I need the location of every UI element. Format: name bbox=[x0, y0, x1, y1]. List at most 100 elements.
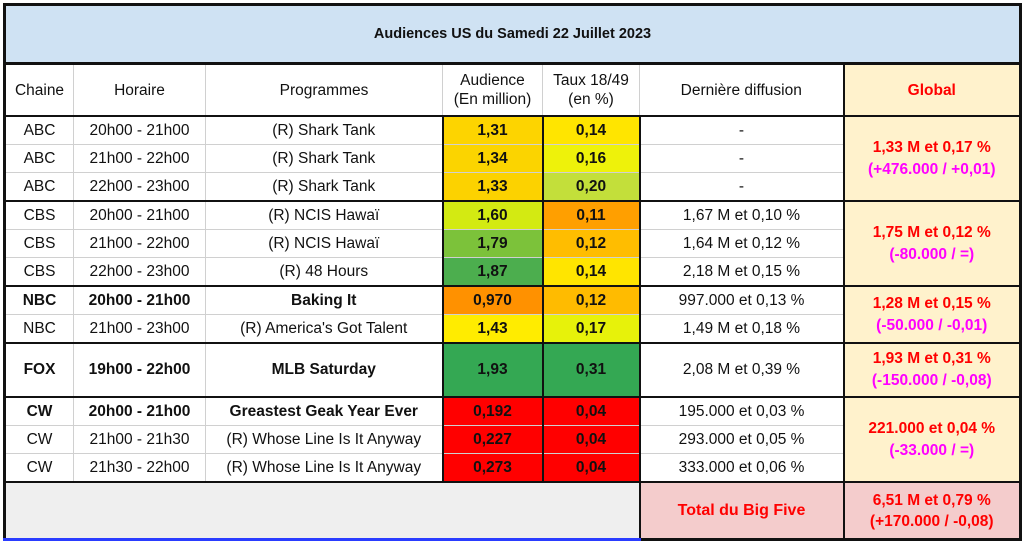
channel-cell: ABC bbox=[3, 115, 74, 145]
global-diff: (-33.000 / =) bbox=[889, 441, 975, 459]
table-row: FOX 19h00 - 22h00 MLB Saturday 1,93 0,31 2,08… bbox=[3, 342, 1022, 398]
last-airing-cell: - bbox=[639, 115, 844, 145]
header-audience: Audience (En million) bbox=[442, 63, 543, 117]
rating-cell: 0,14 bbox=[541, 115, 641, 145]
time-cell: 20h00 - 21h00 bbox=[73, 200, 206, 230]
global-cell: 1,75 M et 0,12 % (-80.000 / =) bbox=[842, 200, 1022, 287]
last-airing-cell: 333.000 et 0,06 % bbox=[639, 453, 844, 483]
global-main: 221.000 et 0,04 % bbox=[868, 419, 996, 437]
rating-cell: 0,31 bbox=[541, 342, 641, 398]
header-taux: Taux 18/49 (en %) bbox=[542, 63, 640, 117]
rating-cell: 0,14 bbox=[541, 257, 641, 287]
audience-cell: 1,43 bbox=[441, 314, 543, 344]
global-diff: (-150.000 / -0,08) bbox=[871, 372, 992, 389]
table-row: ABC 22h00 - 23h00 (R) Shark Tank 1,33 0,20- bbox=[3, 172, 1021, 202]
audience-cell: 1,33 bbox=[441, 172, 543, 202]
rating-cell: 0,04 bbox=[541, 453, 641, 483]
program-cell: (R) NCIS Hawaï bbox=[205, 200, 443, 230]
global-cell: 1,28 M et 0,15 % (-50.000 / -0,01) bbox=[842, 285, 1022, 344]
table-row: NBC 21h00 - 23h00 (R) America's Got Talent… bbox=[3, 314, 1021, 344]
time-cell: 20h00 - 21h00 bbox=[73, 115, 206, 145]
time-cell: 19h00 - 22h00 bbox=[73, 342, 206, 398]
program-cell: MLB Saturday bbox=[205, 342, 443, 398]
table-row: NBC 20h00 - 21h00 Baking It 0,970 0,12 997.00… bbox=[3, 285, 1022, 344]
channel-cell: NBC bbox=[3, 285, 74, 315]
program-cell: (R) Shark Tank bbox=[205, 115, 443, 145]
time-cell: 20h00 - 21h00 bbox=[73, 396, 206, 426]
global-diff: (+476.000 / +0,01) bbox=[867, 160, 996, 178]
total-row: Total du Big Five 6,51 M et 0,79 % (+170.0… bbox=[3, 481, 1022, 541]
table-row: CW 21h00 - 21h30 (R) Whose Line Is It Anyw… bbox=[3, 425, 1021, 454]
global-main: 1,33 M et 0,17 % bbox=[872, 138, 991, 156]
total-diff: (+170.000 / -0,08) bbox=[869, 512, 994, 530]
audience-cell: 1,60 bbox=[441, 200, 543, 230]
last-airing-cell: - bbox=[639, 144, 844, 173]
last-airing-cell: 2,08 M et 0,39 % bbox=[639, 342, 844, 398]
audience-cell: 1,31 bbox=[441, 115, 543, 145]
program-cell: (R) Shark Tank bbox=[205, 144, 443, 173]
rating-cell: 0,16 bbox=[541, 144, 641, 173]
time-cell: 21h30 - 22h00 bbox=[73, 453, 206, 483]
time-cell: 21h00 - 22h00 bbox=[73, 144, 206, 173]
table-title: Audiences US du Samedi 22 Juillet 2023 bbox=[2, 3, 1022, 65]
last-airing-cell: 293.000 et 0,05 % bbox=[639, 425, 844, 454]
time-cell: 21h00 - 23h00 bbox=[73, 314, 206, 344]
time-cell: 21h00 - 22h00 bbox=[73, 229, 206, 258]
last-airing-cell: 1,64 M et 0,12 % bbox=[639, 229, 844, 258]
empty-cell bbox=[3, 481, 641, 541]
channel-cell: CW bbox=[3, 396, 74, 426]
last-airing-cell: 1,67 M et 0,10 % bbox=[639, 200, 844, 230]
channel-cell: ABC bbox=[3, 144, 74, 173]
audience-cell: 1,34 bbox=[441, 144, 543, 173]
last-airing-cell: 2,18 M et 0,15 % bbox=[639, 257, 844, 287]
header-horaire: Horaire bbox=[73, 63, 206, 117]
audience-cell: 1,87 bbox=[441, 257, 543, 287]
table-row: CW 20h00 - 21h00 Greastest Geak Year Ever 0… bbox=[3, 396, 1022, 483]
channel-cell: NBC bbox=[3, 314, 74, 344]
time-cell: 20h00 - 21h00 bbox=[73, 285, 206, 315]
rating-cell: 0,12 bbox=[541, 229, 641, 258]
audience-cell: 0,273 bbox=[441, 453, 543, 483]
table-row: ABC 21h00 - 22h00 (R) Shark Tank 1,34 0,16- bbox=[3, 144, 1021, 173]
program-cell: (R) 48 Hours bbox=[205, 257, 443, 287]
total-main: 6,51 M et 0,79 % bbox=[872, 491, 991, 509]
header-audience-line2: (En million) bbox=[453, 91, 532, 108]
last-airing-cell: 997.000 et 0,13 % bbox=[639, 285, 844, 315]
table-row: CW 21h30 - 22h00 (R) Whose Line Is It Anyw… bbox=[3, 453, 1021, 483]
table-row: CBS 22h00 - 23h00 (R) 48 Hours 1,87 0,14 2,18… bbox=[3, 257, 1021, 287]
total-cell: 6,51 M et 0,79 % (+170.000 / -0,08) bbox=[842, 481, 1022, 541]
channel-cell: ABC bbox=[3, 172, 74, 202]
rating-cell: 0,04 bbox=[541, 425, 641, 454]
global-cell: 221.000 et 0,04 % (-33.000 / =) bbox=[842, 396, 1022, 483]
channel-cell: CW bbox=[3, 425, 74, 454]
global-cell: 1,93 M et 0,31 % (-150.000 / -0,08) bbox=[842, 342, 1022, 398]
audience-cell: 0,970 bbox=[441, 285, 543, 315]
program-cell: (R) Whose Line Is It Anyway bbox=[205, 453, 443, 483]
program-cell: Greastest Geak Year Ever bbox=[205, 396, 443, 426]
header-audience-line1: Audience bbox=[460, 72, 525, 89]
program-cell: (R) Shark Tank bbox=[205, 172, 443, 202]
audience-cell: 1,93 bbox=[441, 342, 543, 398]
channel-cell: CBS bbox=[3, 257, 74, 287]
last-airing-cell: 195.000 et 0,03 % bbox=[639, 396, 844, 426]
header-taux-line1: Taux 18/49 bbox=[553, 72, 629, 89]
last-airing-cell: - bbox=[639, 172, 844, 202]
global-cell: 1,33 M et 0,17 % (+476.000 / +0,01) bbox=[842, 115, 1022, 202]
time-cell: 21h00 - 21h30 bbox=[73, 425, 206, 454]
global-main: 1,93 M et 0,31 % bbox=[872, 350, 991, 367]
last-airing-cell: 1,49 M et 0,18 % bbox=[639, 314, 844, 344]
header-derniere: Dernière diffusion bbox=[639, 63, 844, 117]
audience-cell: 0,227 bbox=[441, 425, 543, 454]
time-cell: 22h00 - 23h00 bbox=[73, 257, 206, 287]
table-row: ABC 20h00 - 21h00 (R) Shark Tank 1,31 0,14-1… bbox=[3, 115, 1022, 202]
audience-cell: 1,79 bbox=[441, 229, 543, 258]
rating-cell: 0,20 bbox=[541, 172, 641, 202]
channel-cell: CBS bbox=[3, 229, 74, 258]
rating-cell: 0,11 bbox=[541, 200, 641, 230]
header-taux-line2: (en %) bbox=[568, 91, 614, 108]
channel-cell: CW bbox=[3, 453, 74, 483]
global-main: 1,75 M et 0,12 % bbox=[872, 223, 991, 241]
header-chaine: Chaine bbox=[3, 63, 74, 117]
rating-cell: 0,12 bbox=[541, 285, 641, 315]
global-diff: (-80.000 / =) bbox=[889, 245, 975, 263]
